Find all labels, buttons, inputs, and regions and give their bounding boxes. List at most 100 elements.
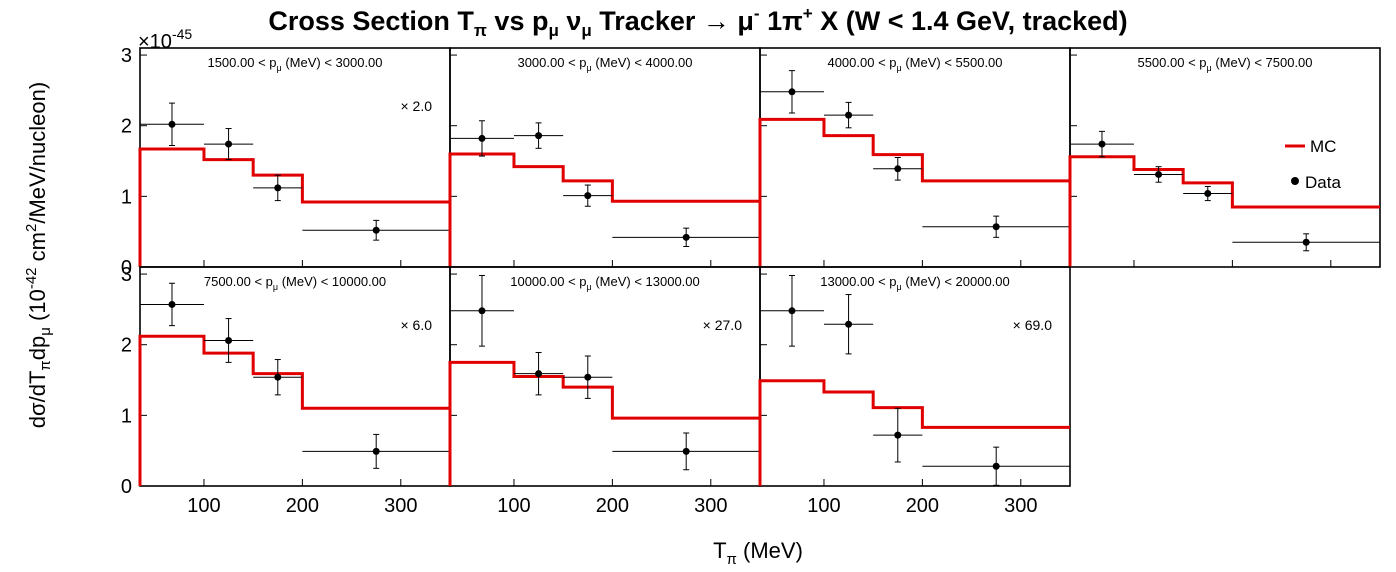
y-tick-label: 0 — [121, 257, 132, 279]
y-tick-label: 1 — [121, 186, 132, 208]
panel-title-sub: μ — [897, 282, 902, 292]
data-marker — [1155, 170, 1163, 178]
data-point — [140, 102, 204, 146]
panel-title-post: (MeV) < 4000.00 — [592, 55, 693, 70]
panel-1: 0 1 2 3 1500.00 < pμ (MeV) < 3000.00 × 2.0 — [121, 45, 451, 279]
panel-title-sub: μ — [273, 282, 278, 292]
mc-histogram — [758, 117, 1070, 267]
data-marker — [788, 307, 796, 315]
data-point — [563, 355, 613, 399]
mc-histogram — [138, 147, 450, 267]
panel-title-pre: 7500.00 < p — [204, 274, 273, 289]
panel-title: 1500.00 < pμ (MeV) < 3000.00 — [207, 55, 382, 73]
panel-5: 0 1 2 3 100 200 300 7500.00 < pμ (MeV) < 10000.… — [121, 264, 451, 517]
data-point — [612, 227, 760, 248]
panel-title: 5500.00 < pμ (MeV) < 7500.00 — [1137, 55, 1312, 73]
panel-title-post: (MeV) < 20000.00 — [902, 274, 1010, 289]
panel-title-pre: 1500.00 < p — [207, 55, 276, 70]
data-marker — [225, 336, 233, 344]
panel-title: 3000.00 < pμ (MeV) < 4000.00 — [517, 55, 692, 73]
panel-scale-factor: × 27.0 — [703, 317, 743, 333]
data-point — [1232, 233, 1380, 252]
mc-histogram — [448, 360, 760, 486]
panel-title-pre: 10000.00 < p — [510, 274, 586, 289]
data-marker — [535, 370, 543, 378]
panel-title-post: (MeV) < 13000.00 — [592, 274, 700, 289]
panel-3: 4000.00 < pμ (MeV) < 5500.00 — [758, 47, 1071, 268]
data-marker — [1204, 190, 1212, 198]
legend-data-marker — [1291, 177, 1299, 185]
mc-histogram — [758, 379, 1070, 486]
data-marker — [372, 226, 380, 234]
x-tick-label: 200 — [596, 495, 629, 517]
y-tick-label: 2 — [121, 335, 132, 357]
data-marker — [894, 165, 902, 173]
x-tick-label: 100 — [497, 495, 530, 517]
y-tick-label: 0 — [121, 476, 132, 498]
panel-title: 10000.00 < pμ (MeV) < 13000.00 — [510, 274, 700, 292]
data-marker — [845, 320, 853, 328]
panel-frame — [139, 266, 451, 487]
panel-title: 7500.00 < pμ (MeV) < 10000.00 — [204, 274, 386, 292]
panel-frame — [759, 266, 1071, 487]
x-tick-label: 200 — [286, 495, 319, 517]
data-point — [513, 351, 564, 396]
data-point — [1070, 130, 1134, 158]
data-marker — [168, 300, 176, 308]
panel-2: 3000.00 < pμ (MeV) < 4000.00 — [448, 47, 761, 268]
data-point — [823, 101, 874, 129]
data-point — [1183, 185, 1233, 202]
y-tick-label: 3 — [121, 264, 132, 286]
panel-frame — [449, 47, 761, 268]
data-marker — [584, 373, 592, 381]
y-exponent-label: ×10-45 — [138, 26, 192, 53]
panel-scale-factor: × 69.0 — [1013, 317, 1053, 333]
panel-title-post: (MeV) < 3000.00 — [282, 55, 383, 70]
panel-4: 5500.00 < pμ (MeV) < 7500.00 — [1068, 47, 1381, 268]
panel-title-sub: μ — [897, 63, 902, 73]
chart-title: Cross Section Tπ vs pμ νμ Tracker → μ- 1… — [268, 4, 1127, 40]
data-point — [612, 432, 760, 471]
data-marker — [535, 132, 543, 140]
panel-scale-factor: × 2.0 — [400, 98, 432, 114]
panel-title-sub: μ — [1207, 63, 1212, 73]
data-point — [203, 128, 254, 161]
y-tick-label: 2 — [121, 116, 132, 138]
data-marker — [1098, 140, 1106, 148]
data-point — [1133, 166, 1184, 183]
data-point — [760, 274, 824, 347]
x-tick-label: 300 — [694, 495, 727, 517]
panel-title-sub: μ — [277, 63, 282, 73]
data-point — [253, 174, 303, 202]
data-marker — [682, 447, 690, 455]
y-axis-label: dσ/dTπdpμ (10-42 cm2/MeV/nucleon) — [23, 82, 54, 428]
data-marker — [1302, 238, 1310, 246]
data-marker — [682, 233, 690, 241]
mc-histogram — [138, 334, 450, 486]
data-marker — [274, 373, 282, 381]
data-point — [513, 122, 564, 149]
data-marker — [788, 88, 796, 96]
panel-7: 100 200 300 13000.00 < pμ (MeV) < 20000.00 ×… — [758, 266, 1071, 517]
data-marker — [992, 223, 1000, 231]
panel-title-sub: μ — [587, 63, 592, 73]
panel-frame — [139, 47, 451, 268]
data-marker — [372, 447, 380, 455]
panel-title-pre: 4000.00 < p — [827, 55, 896, 70]
data-point — [873, 157, 923, 181]
data-point — [873, 407, 923, 463]
data-point — [253, 359, 303, 396]
panel-title-pre: 3000.00 < p — [517, 55, 586, 70]
data-point — [302, 433, 450, 469]
data-marker — [478, 134, 486, 142]
panel-title-pre: 13000.00 < p — [820, 274, 896, 289]
data-point — [922, 446, 1070, 486]
x-tick-label: 200 — [906, 495, 939, 517]
data-point — [203, 318, 254, 363]
panel-frame — [759, 47, 1071, 268]
data-point — [760, 70, 824, 114]
legend: MC Data — [1285, 137, 1341, 192]
data-point — [302, 219, 450, 241]
data-point — [450, 120, 514, 157]
